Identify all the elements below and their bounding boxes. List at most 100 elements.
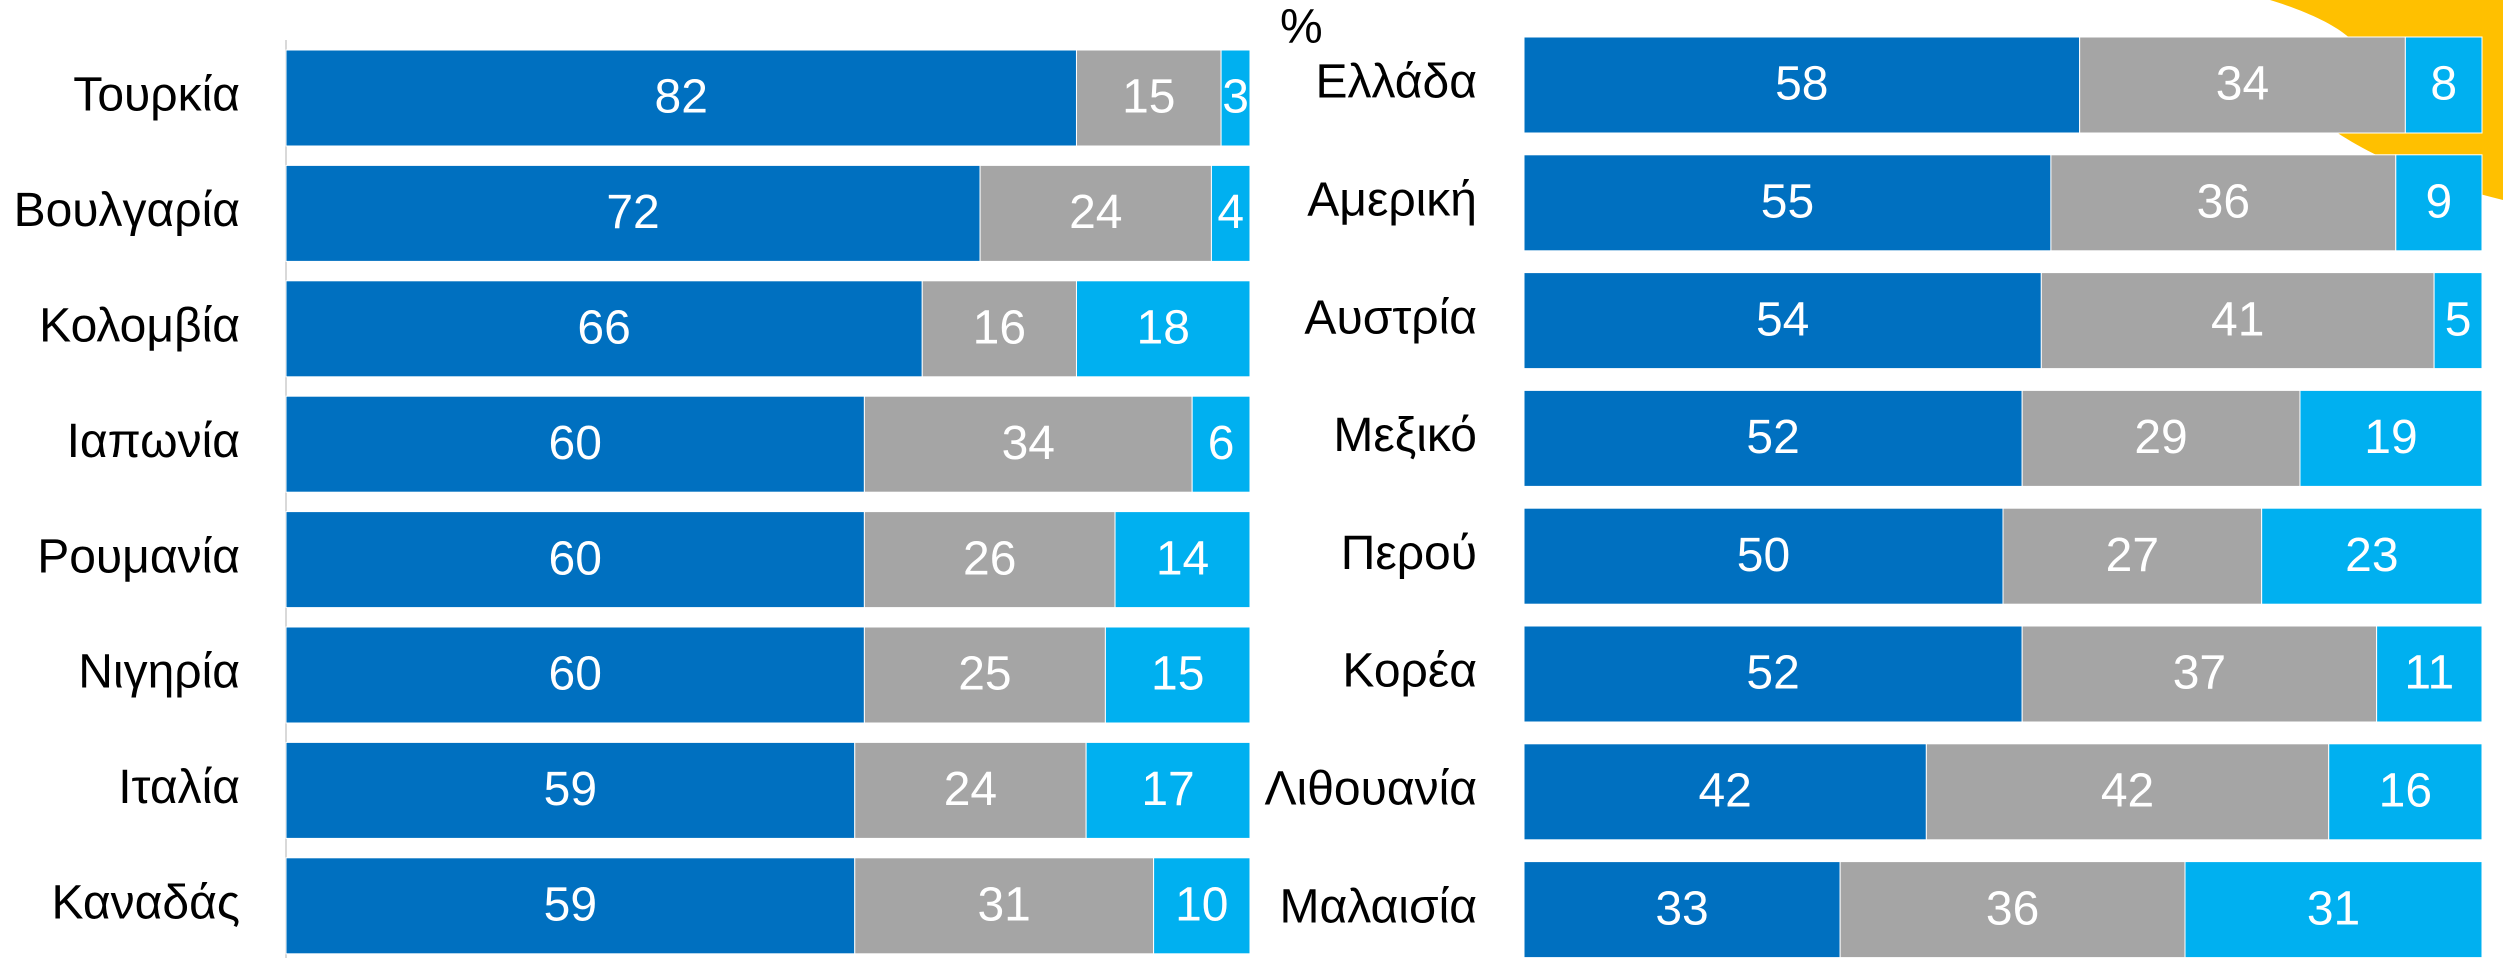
value-label: 26 — [963, 532, 1016, 585]
bar-segment — [1075, 49, 1222, 147]
bar-segment — [285, 395, 865, 493]
category-label: Μεξικό — [1333, 409, 1477, 462]
bar-segment — [285, 280, 923, 378]
category-label: Τουρκία — [73, 69, 240, 122]
bar-segment — [1153, 857, 1251, 955]
bar-segment — [1925, 743, 2330, 841]
unit-annotation: % — [1280, 1, 1323, 54]
value-label: 14 — [1156, 532, 1209, 585]
value-label: 42 — [2101, 764, 2154, 817]
bar-segment — [1523, 154, 2052, 252]
value-label: 8 — [2430, 58, 2457, 111]
bar-segment — [285, 164, 981, 262]
value-label: 33 — [1655, 882, 1708, 935]
value-label: 5 — [2445, 293, 2472, 346]
value-label: 31 — [2307, 882, 2360, 935]
bar-segment — [2002, 507, 2263, 605]
category-label: Λιθουανία — [1264, 762, 1477, 815]
category-label: Ιταλία — [118, 761, 240, 814]
category-label: Αυστρία — [1304, 291, 1477, 344]
value-label: 23 — [2345, 529, 2398, 582]
bar-segment — [2079, 36, 2406, 134]
bar-segment — [1085, 741, 1251, 839]
value-label: 19 — [2364, 411, 2417, 464]
bar-segment — [2021, 389, 2301, 487]
bar-segment — [285, 857, 856, 955]
value-label: 58 — [1775, 58, 1828, 111]
bar-segment — [863, 395, 1193, 493]
value-label: 3 — [1222, 71, 1249, 124]
value-label: 16 — [973, 301, 1026, 354]
value-label: 15 — [1151, 648, 1204, 701]
category-label: Κολομβία — [39, 299, 240, 352]
bar-segment — [1210, 164, 1251, 262]
value-label: 59 — [544, 878, 597, 931]
bar-segment — [2040, 272, 2435, 370]
bar-segment — [863, 626, 1106, 724]
value-label: 25 — [958, 648, 1011, 701]
category-label: Περού — [1341, 527, 1477, 580]
bar-segment — [1523, 272, 2042, 370]
value-label: 16 — [2379, 764, 2432, 817]
value-label: 10 — [1175, 878, 1228, 931]
value-label: 17 — [1141, 763, 1194, 816]
value-label: 42 — [1698, 764, 1751, 817]
bar-segment — [1220, 49, 1251, 147]
category-label: Μαλαισία — [1280, 880, 1477, 933]
value-label: 24 — [1069, 186, 1122, 239]
bar-segment — [2376, 625, 2483, 723]
value-label: 37 — [2173, 647, 2226, 700]
value-label: 11 — [2404, 647, 2454, 700]
bar-segment — [1104, 626, 1251, 724]
value-label: 52 — [1746, 647, 1799, 700]
value-label: 50 — [1737, 529, 1790, 582]
value-label: 52 — [1746, 411, 1799, 464]
value-label: 4 — [1217, 186, 1244, 239]
value-label: 66 — [577, 301, 630, 354]
bar-segment — [854, 857, 1155, 955]
value-label: 9 — [2426, 175, 2453, 228]
value-label: 34 — [2216, 58, 2269, 111]
bar-segment — [2328, 743, 2483, 841]
bar-segment — [2404, 36, 2483, 134]
value-label: 15 — [1122, 71, 1175, 124]
category-label: Κορέα — [1342, 645, 1477, 698]
bar-segment — [854, 741, 1087, 839]
bar-segment — [2299, 389, 2483, 487]
value-label: 36 — [1986, 882, 2039, 935]
bar-segment — [2395, 154, 2483, 252]
value-label: 60 — [549, 417, 602, 470]
value-label: 29 — [2134, 411, 2187, 464]
value-label: 54 — [1756, 293, 1809, 346]
value-label: 82 — [655, 71, 708, 124]
value-label: 18 — [1137, 301, 1190, 354]
bar-segment — [1075, 280, 1251, 378]
bar-segment — [1523, 625, 2023, 723]
value-label: 55 — [1761, 175, 1814, 228]
bar-segment — [863, 511, 1116, 609]
bar-segment — [1523, 36, 2081, 134]
value-label: 24 — [944, 763, 997, 816]
category-label: Βουλγαρία — [14, 184, 240, 237]
value-label: 59 — [544, 763, 597, 816]
value-label: 72 — [606, 186, 659, 239]
category-label: Ιαπωνία — [67, 415, 240, 468]
bar-segment — [2433, 272, 2483, 370]
bar-segment — [1114, 511, 1251, 609]
value-label: 36 — [2197, 175, 2250, 228]
bar-segment — [2184, 861, 2483, 959]
value-label: 34 — [1002, 417, 1055, 470]
value-label: 60 — [549, 532, 602, 585]
value-label: 6 — [1208, 417, 1235, 470]
bar-segment — [1523, 861, 1841, 959]
bar-segment — [285, 626, 865, 724]
bar-segment — [921, 280, 1077, 378]
category-label: Ελλάδα — [1315, 56, 1477, 109]
category-label: Αμερική — [1307, 173, 1477, 226]
value-label: 27 — [2106, 529, 2159, 582]
bar-segment — [2261, 507, 2483, 605]
category-label: Ρουμανία — [37, 530, 240, 583]
bar-segment — [1191, 395, 1251, 493]
